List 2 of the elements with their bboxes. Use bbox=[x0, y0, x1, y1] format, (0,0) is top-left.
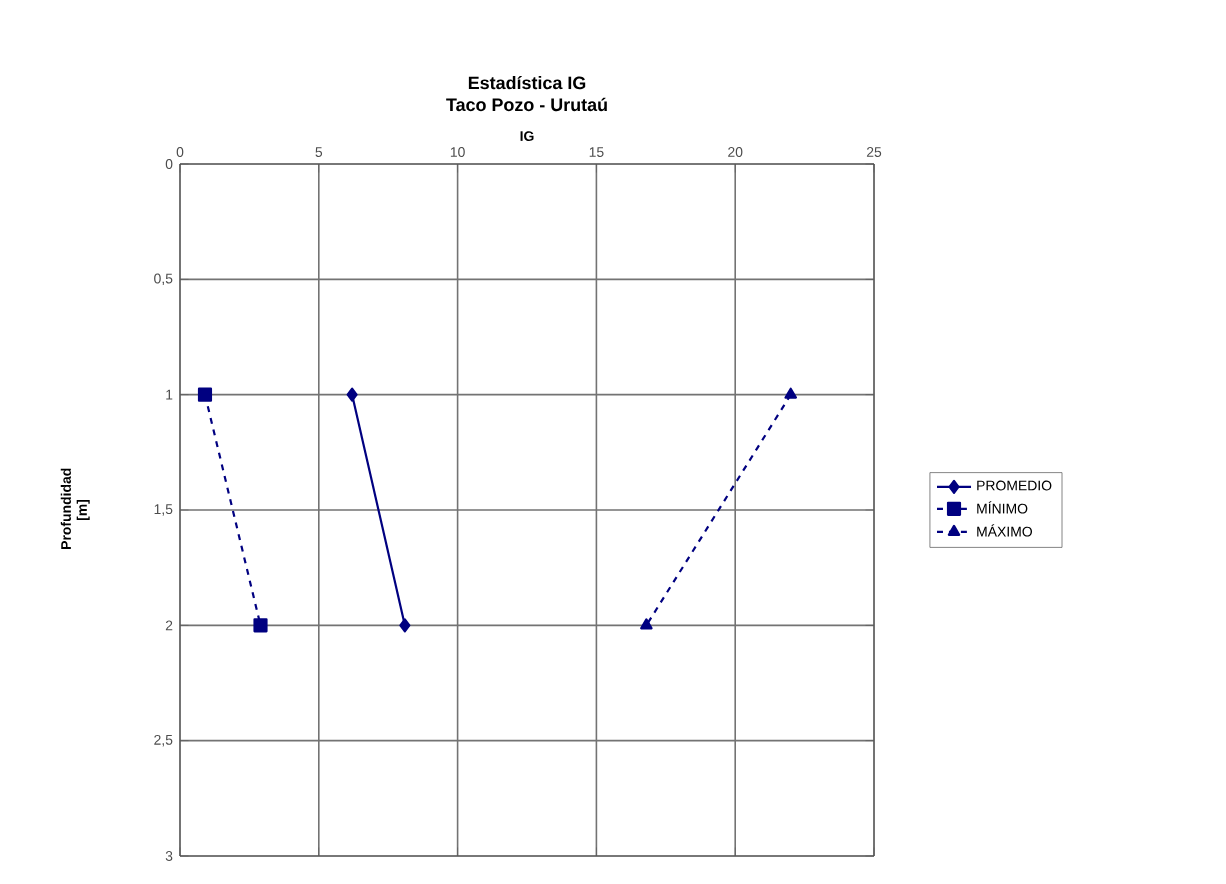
chart-title: Estadística IG bbox=[468, 75, 586, 90]
chart-subtitle: Taco Pozo - Urutaú bbox=[446, 97, 607, 112]
